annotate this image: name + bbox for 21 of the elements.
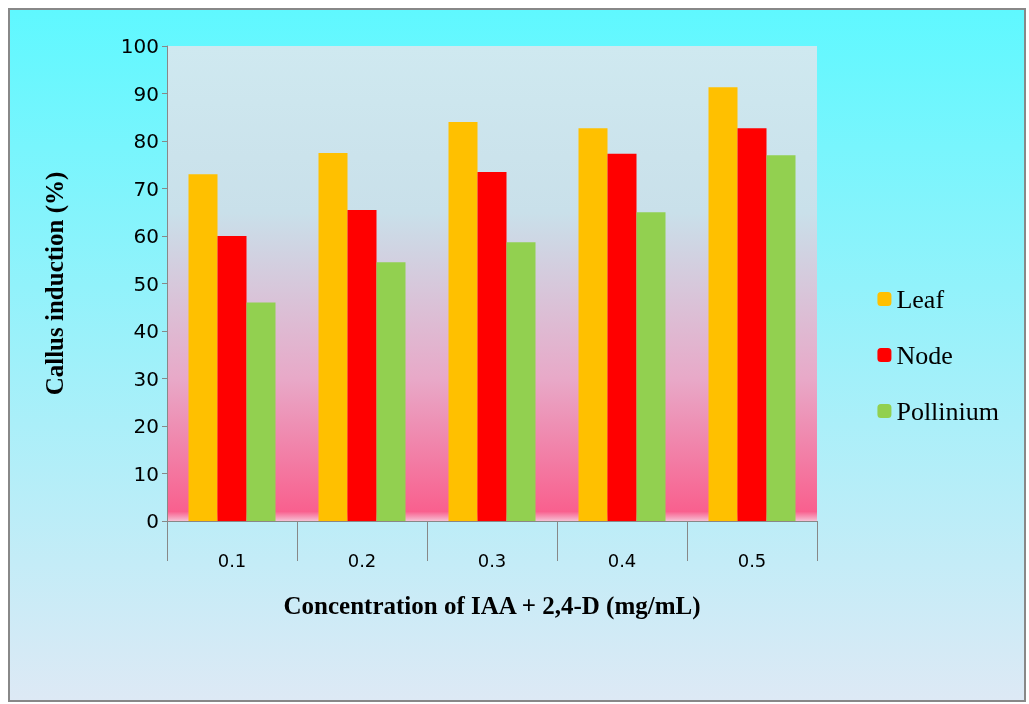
y-tick-label: 80 [133,129,159,153]
x-tick-label: 0.1 [217,549,247,571]
legend-label: Node [896,340,953,370]
y-tick-label: 30 [133,366,159,391]
y-axis-title: Callus induction (%) [41,171,69,396]
y-tick-label: 90 [133,81,159,106]
y-tick-label: 100 [120,34,159,58]
x-tick-label: 0.4 [607,549,637,571]
y-tick-label: 60 [133,224,159,248]
x-axis-title: Concentration of IAA + 2,4-D (mg/mL) [283,592,701,620]
y-tick-label: 50 [133,271,159,296]
x-tick-label: 0.3 [477,549,507,571]
legend-label: Pollinium [896,396,999,426]
y-tick-label: 70 [133,176,159,201]
legend-label: Leaf [896,284,945,314]
y-tick-label: 40 [133,319,159,343]
y-tick-label: 20 [133,414,159,438]
y-tick-label: 0 [146,509,159,533]
x-tick-label: 0.2 [347,549,377,571]
x-tick-label: 0.5 [737,549,767,571]
y-tick-label: 10 [133,461,159,486]
